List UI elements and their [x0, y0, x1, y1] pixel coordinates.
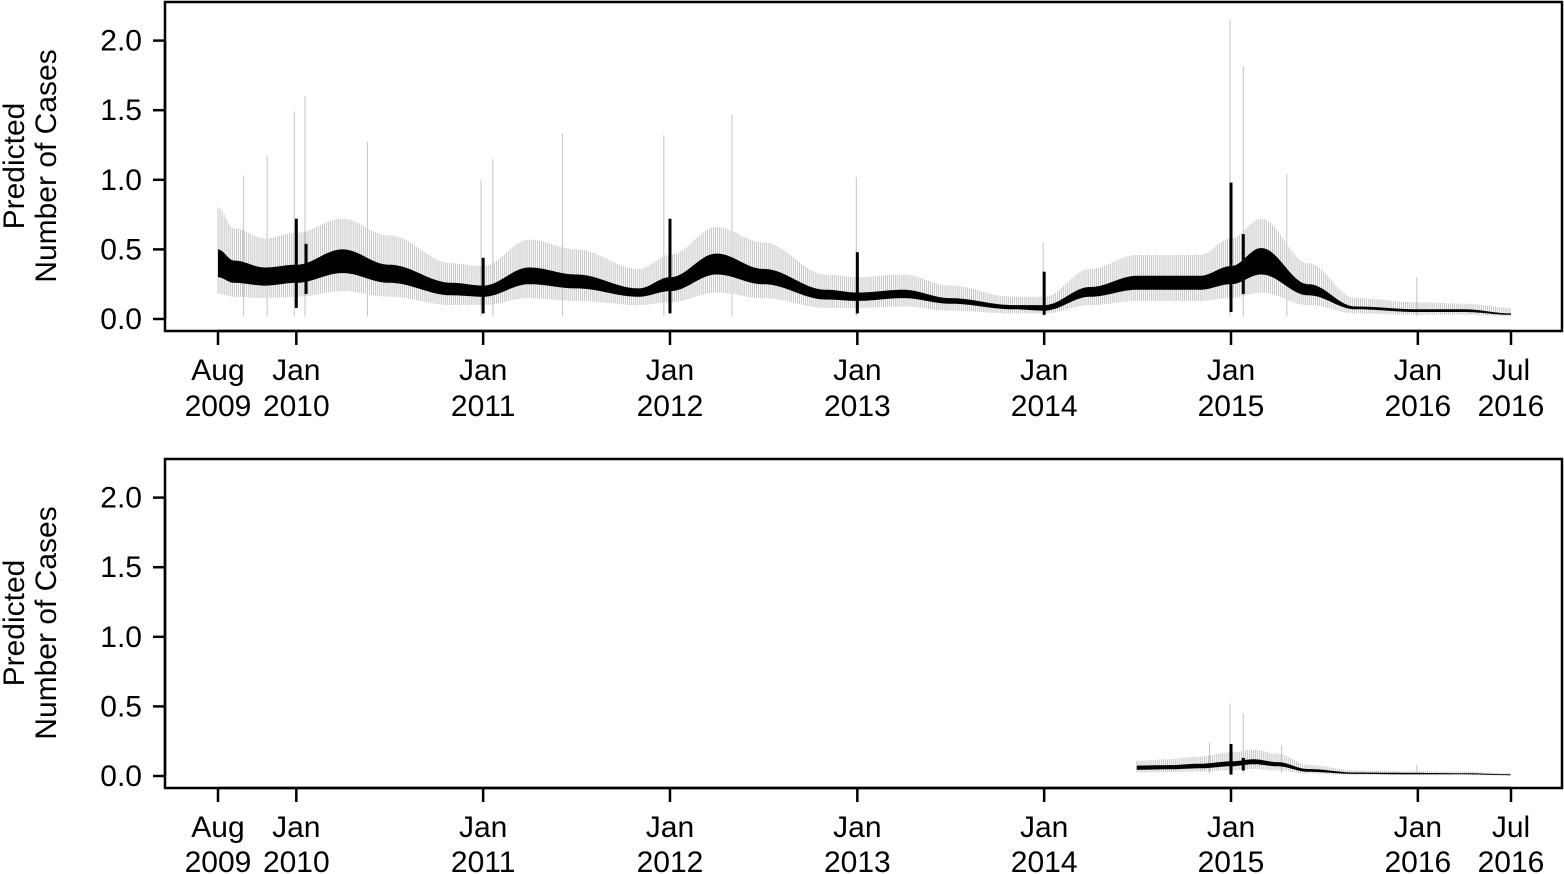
- x-tick-label-year: 2016: [1478, 390, 1545, 423]
- bottom-y-axis: 0.0 0.5 1.0 1.5 2.0: [100, 482, 167, 793]
- top-spike-layer: [294, 182, 1245, 315]
- x-tick-label-month: Aug: [191, 354, 244, 387]
- x-tick-label-year: 2012: [637, 846, 704, 874]
- x-tick-label-year: 2016: [1384, 846, 1451, 874]
- x-tick-label-month: Jan: [272, 811, 320, 844]
- y-tick-label: 1.5: [100, 94, 142, 127]
- x-tick-label-year: 2009: [185, 390, 252, 423]
- x-tick-label-year: 2009: [185, 846, 252, 874]
- x-tick-label-year: 2016: [1478, 846, 1545, 874]
- y-tick-label: 1.0: [100, 621, 142, 654]
- y-tick-label: 1.0: [100, 164, 142, 197]
- x-tick-label-month: Jan: [1394, 354, 1442, 387]
- x-tick-label-month: Jan: [459, 354, 507, 387]
- x-tick-label-year: 2014: [1011, 846, 1078, 874]
- x-tick-label-month: Jan: [1020, 354, 1068, 387]
- x-tick-label-year: 2012: [637, 390, 704, 423]
- bottom-y-axis-title-line1: Predicted: [0, 560, 31, 687]
- x-tick-label-year: 2011: [451, 846, 516, 874]
- x-tick-label-month: Jul: [1492, 811, 1530, 844]
- x-tick-label-month: Jan: [1207, 354, 1255, 387]
- x-tick-label-month: Jan: [833, 354, 881, 387]
- prediction-band: [218, 248, 1511, 315]
- x-tick-label-year: 2016: [1384, 390, 1451, 423]
- top-y-axis-title-line2: Number of Cases: [30, 49, 63, 282]
- y-tick-label: 0.5: [100, 690, 142, 723]
- x-tick-label-year: 2010: [263, 390, 330, 423]
- y-tick-label: 0.0: [100, 760, 142, 793]
- y-tick-label: 2.0: [100, 25, 142, 58]
- bottom-spike-layer: [1229, 743, 1245, 775]
- x-tick-label-year: 2014: [1011, 390, 1078, 423]
- y-tick-label: 1.5: [100, 551, 142, 584]
- top-band-layer: [218, 248, 1511, 315]
- top-panel-frame: [163, 0, 1564, 333]
- top-x-axis: Aug2009Jan2010Jan2011Jan2012Jan2013Jan20…: [185, 329, 1545, 423]
- x-tick-label-year: 2010: [263, 846, 330, 874]
- bottom-panel: 0.00.51.01.52.0 Aug2009Jan2010Jan2011Jan…: [0, 457, 1564, 874]
- top-y-axis: 0.0 0.5 1.0 1.5 2.0: [100, 25, 167, 336]
- x-tick-label-month: Jan: [646, 811, 694, 844]
- x-tick-label-month: Aug: [191, 811, 244, 844]
- x-tick-label-year: 2013: [824, 390, 891, 423]
- y-tick-label: 0.0: [100, 303, 142, 336]
- bottom-y-axis-title-line2: Number of Cases: [30, 506, 63, 739]
- x-tick-label-month: Jan: [833, 811, 881, 844]
- x-tick-label-year: 2015: [1198, 846, 1265, 874]
- x-tick-label-month: Jan: [1394, 811, 1442, 844]
- y-tick-label: 2.0: [100, 482, 142, 515]
- x-tick-label-month: Jan: [646, 354, 694, 387]
- y-tick-label: 0.5: [100, 233, 142, 266]
- x-tick-label-month: Jan: [459, 811, 507, 844]
- x-tick-label-year: 2015: [1198, 390, 1265, 423]
- top-panel: 0.00.51.01.52.0 Aug2009Jan2010Jan2011Jan…: [0, 0, 1564, 423]
- x-tick-label-month: Jan: [1020, 811, 1068, 844]
- x-tick-label-month: Jan: [272, 354, 320, 387]
- x-tick-label-month: Jul: [1492, 354, 1530, 387]
- bottom-x-axis: Aug2009Jan2010Jan2011Jan2012Jan2013Jan20…: [185, 786, 1545, 874]
- top-y-axis-title-line1: Predicted: [0, 103, 31, 230]
- x-tick-label-year: 2011: [451, 390, 516, 423]
- bottom-panel-frame: [163, 457, 1564, 790]
- x-tick-label-month: Jan: [1207, 811, 1255, 844]
- x-tick-label-year: 2013: [824, 846, 891, 874]
